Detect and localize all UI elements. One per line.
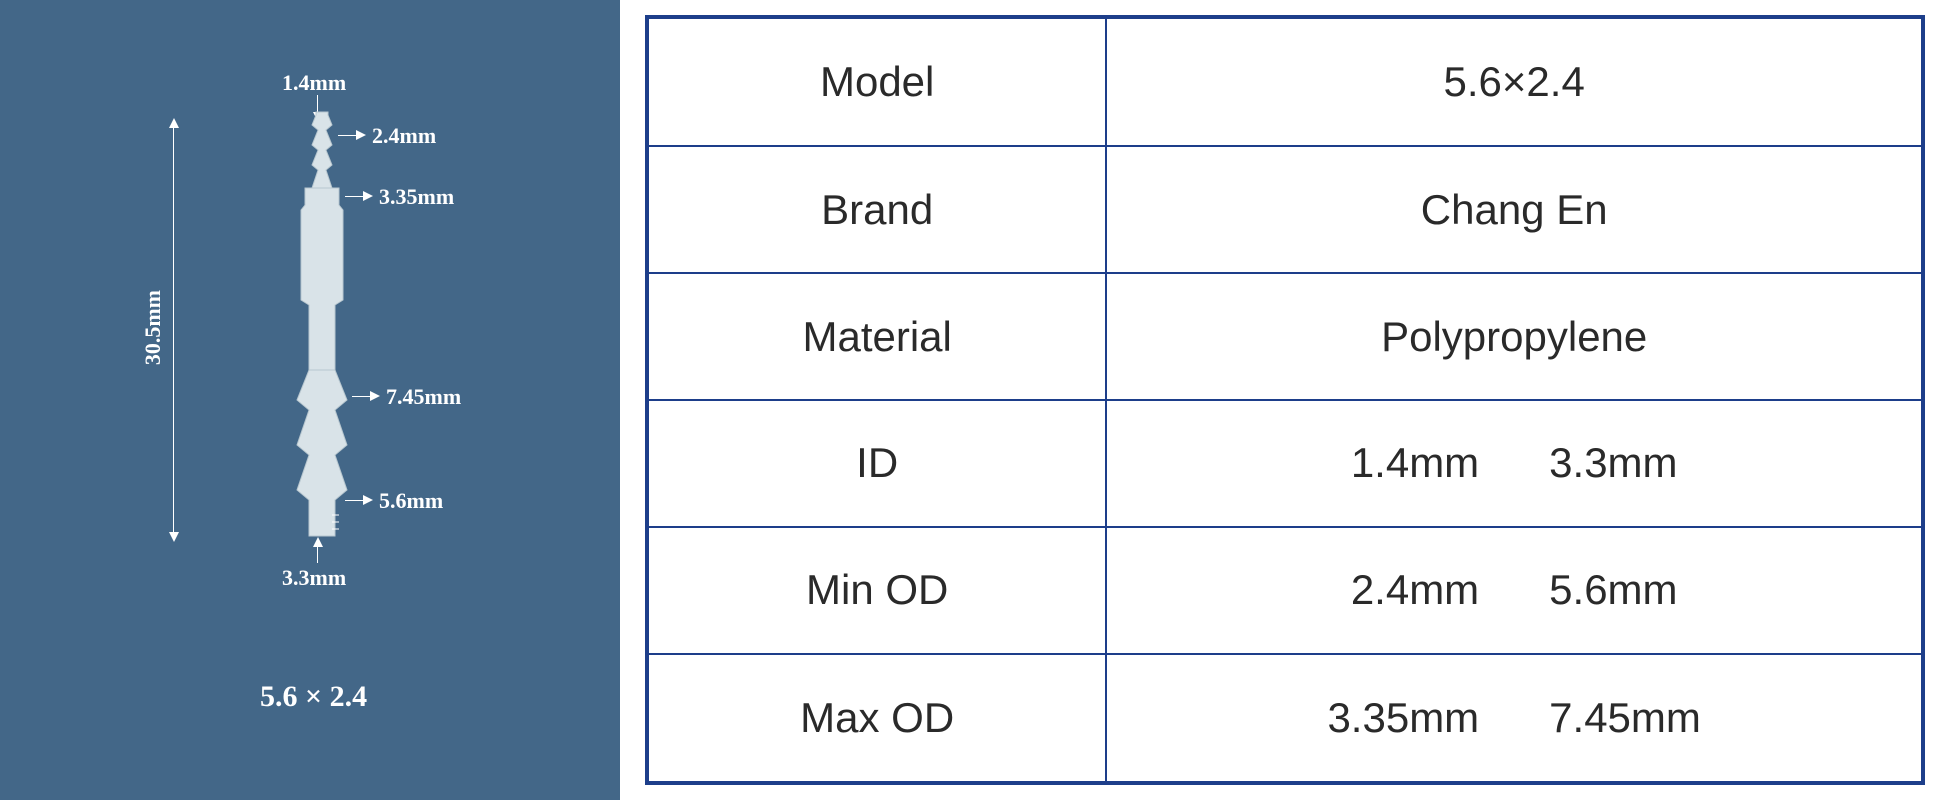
- diagram-panel: 30.5mm 1.4mm 3.3mm 2.4mm 3.35mm: [0, 0, 620, 800]
- bottom-arrow-line: [317, 545, 318, 563]
- spec-label: Model: [647, 17, 1106, 146]
- d3-line: [352, 396, 372, 397]
- spec-label: ID: [647, 400, 1106, 527]
- d1-label: 2.4mm: [372, 123, 436, 149]
- d2-label: 3.35mm: [379, 184, 454, 210]
- spec-label: Brand: [647, 146, 1106, 273]
- d4-arrow: [363, 495, 373, 505]
- diagram-title: 5.6 × 2.4: [260, 680, 367, 714]
- length-dim-arrow-top: [169, 118, 179, 128]
- spec-label: Min OD: [647, 527, 1106, 654]
- d2-line: [345, 196, 365, 197]
- connector-shape: [292, 110, 352, 540]
- d1-arrow: [356, 130, 366, 140]
- spec-value: 5.6×2.4: [1106, 17, 1923, 146]
- spec-value: 1.4mm 3.3mm: [1106, 400, 1923, 527]
- table-row: Max OD 3.35mm 7.45mm: [647, 654, 1923, 783]
- d4-label: 5.6mm: [379, 488, 443, 514]
- d3-arrow: [370, 391, 380, 401]
- spec-value-a: 1.4mm: [1351, 439, 1479, 487]
- table-row: Material Polypropylene: [647, 273, 1923, 400]
- bottom-id-label: 3.3mm: [282, 565, 346, 591]
- spec-label: Material: [647, 273, 1106, 400]
- spec-value-b: 3.3mm: [1549, 439, 1677, 487]
- spec-panel: Model 5.6×2.4 Brand Chang En Material Po…: [635, 0, 1945, 800]
- spec-value: 2.4mm 5.6mm: [1106, 527, 1923, 654]
- spec-value-b: 5.6mm: [1549, 566, 1677, 614]
- panel-gap: [620, 0, 635, 800]
- diagram: 30.5mm 1.4mm 3.3mm 2.4mm 3.35mm: [0, 0, 620, 800]
- d3-label: 7.45mm: [386, 384, 461, 410]
- d2-arrow: [363, 191, 373, 201]
- table-row: Min OD 2.4mm 5.6mm: [647, 527, 1923, 654]
- spec-table: Model 5.6×2.4 Brand Chang En Material Po…: [645, 15, 1925, 785]
- d1-line: [338, 135, 358, 136]
- spec-value: Chang En: [1106, 146, 1923, 273]
- d4-line: [345, 500, 365, 501]
- top-id-label: 1.4mm: [282, 70, 346, 96]
- length-dim-arrow-bottom: [169, 532, 179, 542]
- table-row: ID 1.4mm 3.3mm: [647, 400, 1923, 527]
- spec-value: Polypropylene: [1106, 273, 1923, 400]
- spec-value-a: 3.35mm: [1327, 694, 1479, 742]
- spec-value: 3.35mm 7.45mm: [1106, 654, 1923, 783]
- length-dim-line: [173, 125, 174, 535]
- spec-value-b: 7.45mm: [1549, 694, 1701, 742]
- table-row: Brand Chang En: [647, 146, 1923, 273]
- spec-label: Max OD: [647, 654, 1106, 783]
- length-label: 30.5mm: [140, 290, 166, 365]
- table-row: Model 5.6×2.4: [647, 17, 1923, 146]
- spec-value-a: 2.4mm: [1351, 566, 1479, 614]
